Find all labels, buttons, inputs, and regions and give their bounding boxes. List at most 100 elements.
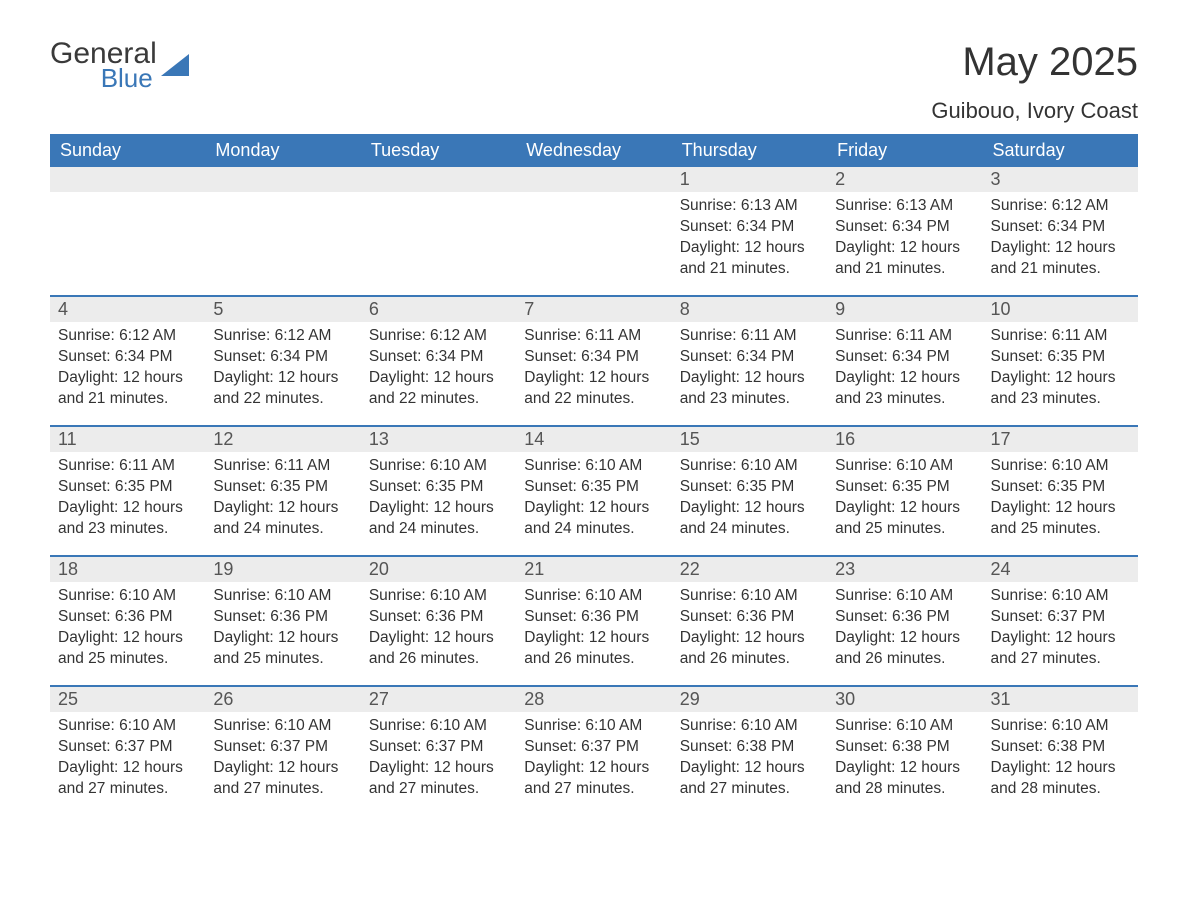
cell-line: Daylight: 12 hours bbox=[58, 498, 197, 519]
cell-line: and 28 minutes. bbox=[991, 779, 1130, 800]
cell-line: Sunrise: 6:10 AM bbox=[835, 586, 974, 607]
title-block: May 2025 bbox=[962, 40, 1138, 85]
cell-line: Sunrise: 6:11 AM bbox=[991, 326, 1130, 347]
cell-body: Sunrise: 6:10 AMSunset: 6:36 PMDaylight:… bbox=[205, 582, 360, 680]
day-number: 22 bbox=[672, 557, 827, 582]
cell-body: Sunrise: 6:13 AMSunset: 6:34 PMDaylight:… bbox=[827, 192, 982, 290]
cell-line: Sunset: 6:38 PM bbox=[991, 737, 1130, 758]
cell-line: and 22 minutes. bbox=[524, 389, 663, 410]
cell-line: and 26 minutes. bbox=[680, 649, 819, 670]
cell-line: Sunrise: 6:13 AM bbox=[835, 196, 974, 217]
day-header: Wednesday bbox=[516, 134, 671, 167]
cell-line: Daylight: 12 hours bbox=[58, 628, 197, 649]
cell-line: Sunset: 6:37 PM bbox=[991, 607, 1130, 628]
cell-line: Sunrise: 6:10 AM bbox=[213, 716, 352, 737]
cell-line: and 26 minutes. bbox=[835, 649, 974, 670]
cell-body: Sunrise: 6:10 AMSunset: 6:36 PMDaylight:… bbox=[672, 582, 827, 680]
cell-body: Sunrise: 6:12 AMSunset: 6:34 PMDaylight:… bbox=[361, 322, 516, 420]
cell-line: Daylight: 12 hours bbox=[524, 498, 663, 519]
cell-line: and 26 minutes. bbox=[369, 649, 508, 670]
cell-line: Sunset: 6:36 PM bbox=[680, 607, 819, 628]
cell-line: and 27 minutes. bbox=[991, 649, 1130, 670]
cell-line: Sunrise: 6:10 AM bbox=[680, 716, 819, 737]
cell-line: Daylight: 12 hours bbox=[369, 368, 508, 389]
cell-line: Sunset: 6:37 PM bbox=[369, 737, 508, 758]
cell-line: Sunset: 6:36 PM bbox=[58, 607, 197, 628]
cell-line: and 23 minutes. bbox=[835, 389, 974, 410]
calendar-cell: 18Sunrise: 6:10 AMSunset: 6:36 PMDayligh… bbox=[50, 557, 205, 685]
cell-line: Sunset: 6:34 PM bbox=[991, 217, 1130, 238]
cell-line: Daylight: 12 hours bbox=[369, 628, 508, 649]
day-number: 17 bbox=[983, 427, 1138, 452]
calendar-cell: 20Sunrise: 6:10 AMSunset: 6:36 PMDayligh… bbox=[361, 557, 516, 685]
cell-line: Sunset: 6:35 PM bbox=[213, 477, 352, 498]
cell-body: Sunrise: 6:10 AMSunset: 6:35 PMDaylight:… bbox=[516, 452, 671, 550]
location-label: Guibouo, Ivory Coast bbox=[50, 98, 1138, 124]
day-number: 25 bbox=[50, 687, 205, 712]
day-number bbox=[50, 167, 205, 192]
day-number: 4 bbox=[50, 297, 205, 322]
calendar-cell: 26Sunrise: 6:10 AMSunset: 6:37 PMDayligh… bbox=[205, 687, 360, 815]
calendar-cell: 29Sunrise: 6:10 AMSunset: 6:38 PMDayligh… bbox=[672, 687, 827, 815]
cell-line: Sunrise: 6:11 AM bbox=[58, 456, 197, 477]
cell-line: Sunset: 6:34 PM bbox=[835, 347, 974, 368]
calendar-cell bbox=[205, 167, 360, 295]
cell-line: Sunrise: 6:12 AM bbox=[369, 326, 508, 347]
cell-line: Sunset: 6:38 PM bbox=[680, 737, 819, 758]
day-number: 24 bbox=[983, 557, 1138, 582]
cell-line: Sunrise: 6:11 AM bbox=[835, 326, 974, 347]
cell-body: Sunrise: 6:10 AMSunset: 6:35 PMDaylight:… bbox=[983, 452, 1138, 550]
cell-line: Daylight: 12 hours bbox=[680, 628, 819, 649]
day-header: Friday bbox=[827, 134, 982, 167]
day-number: 21 bbox=[516, 557, 671, 582]
cell-line: and 24 minutes. bbox=[213, 519, 352, 540]
cell-line: Daylight: 12 hours bbox=[680, 758, 819, 779]
cell-line: Sunrise: 6:10 AM bbox=[680, 456, 819, 477]
cell-line: and 27 minutes. bbox=[369, 779, 508, 800]
calendar-cell: 8Sunrise: 6:11 AMSunset: 6:34 PMDaylight… bbox=[672, 297, 827, 425]
cell-line: and 21 minutes. bbox=[991, 259, 1130, 280]
cell-line: Daylight: 12 hours bbox=[213, 368, 352, 389]
cell-line: Sunrise: 6:10 AM bbox=[369, 716, 508, 737]
calendar-cell bbox=[50, 167, 205, 295]
day-number: 6 bbox=[361, 297, 516, 322]
day-number: 28 bbox=[516, 687, 671, 712]
cell-body bbox=[205, 192, 360, 206]
logo-word-blue: Blue bbox=[101, 67, 153, 90]
month-title: May 2025 bbox=[962, 40, 1138, 85]
calendar-cell: 14Sunrise: 6:10 AMSunset: 6:35 PMDayligh… bbox=[516, 427, 671, 555]
day-number: 7 bbox=[516, 297, 671, 322]
day-number: 30 bbox=[827, 687, 982, 712]
day-number: 5 bbox=[205, 297, 360, 322]
cell-line: Sunset: 6:35 PM bbox=[835, 477, 974, 498]
week-row: 11Sunrise: 6:11 AMSunset: 6:35 PMDayligh… bbox=[50, 425, 1138, 555]
cell-line: Daylight: 12 hours bbox=[991, 368, 1130, 389]
cell-line: Sunset: 6:36 PM bbox=[524, 607, 663, 628]
weeks-container: 1Sunrise: 6:13 AMSunset: 6:34 PMDaylight… bbox=[50, 167, 1138, 815]
cell-line: and 27 minutes. bbox=[680, 779, 819, 800]
cell-body: Sunrise: 6:10 AMSunset: 6:35 PMDaylight:… bbox=[361, 452, 516, 550]
cell-line: Sunrise: 6:12 AM bbox=[58, 326, 197, 347]
cell-line: and 25 minutes. bbox=[835, 519, 974, 540]
cell-line: and 22 minutes. bbox=[213, 389, 352, 410]
cell-line: Sunset: 6:35 PM bbox=[680, 477, 819, 498]
cell-line: Sunrise: 6:10 AM bbox=[835, 456, 974, 477]
day-number: 18 bbox=[50, 557, 205, 582]
cell-line: and 28 minutes. bbox=[835, 779, 974, 800]
cell-body: Sunrise: 6:12 AMSunset: 6:34 PMDaylight:… bbox=[50, 322, 205, 420]
cell-body: Sunrise: 6:10 AMSunset: 6:36 PMDaylight:… bbox=[516, 582, 671, 680]
cell-body: Sunrise: 6:11 AMSunset: 6:34 PMDaylight:… bbox=[672, 322, 827, 420]
calendar-cell: 25Sunrise: 6:10 AMSunset: 6:37 PMDayligh… bbox=[50, 687, 205, 815]
week-row: 4Sunrise: 6:12 AMSunset: 6:34 PMDaylight… bbox=[50, 295, 1138, 425]
cell-line: Sunset: 6:34 PM bbox=[369, 347, 508, 368]
cell-line: Daylight: 12 hours bbox=[680, 498, 819, 519]
cell-line: Daylight: 12 hours bbox=[680, 368, 819, 389]
cell-line: Sunset: 6:34 PM bbox=[835, 217, 974, 238]
day-number: 10 bbox=[983, 297, 1138, 322]
day-number: 26 bbox=[205, 687, 360, 712]
calendar-cell: 2Sunrise: 6:13 AMSunset: 6:34 PMDaylight… bbox=[827, 167, 982, 295]
cell-line: Sunrise: 6:12 AM bbox=[991, 196, 1130, 217]
cell-body: Sunrise: 6:11 AMSunset: 6:35 PMDaylight:… bbox=[50, 452, 205, 550]
day-number bbox=[516, 167, 671, 192]
day-number: 8 bbox=[672, 297, 827, 322]
